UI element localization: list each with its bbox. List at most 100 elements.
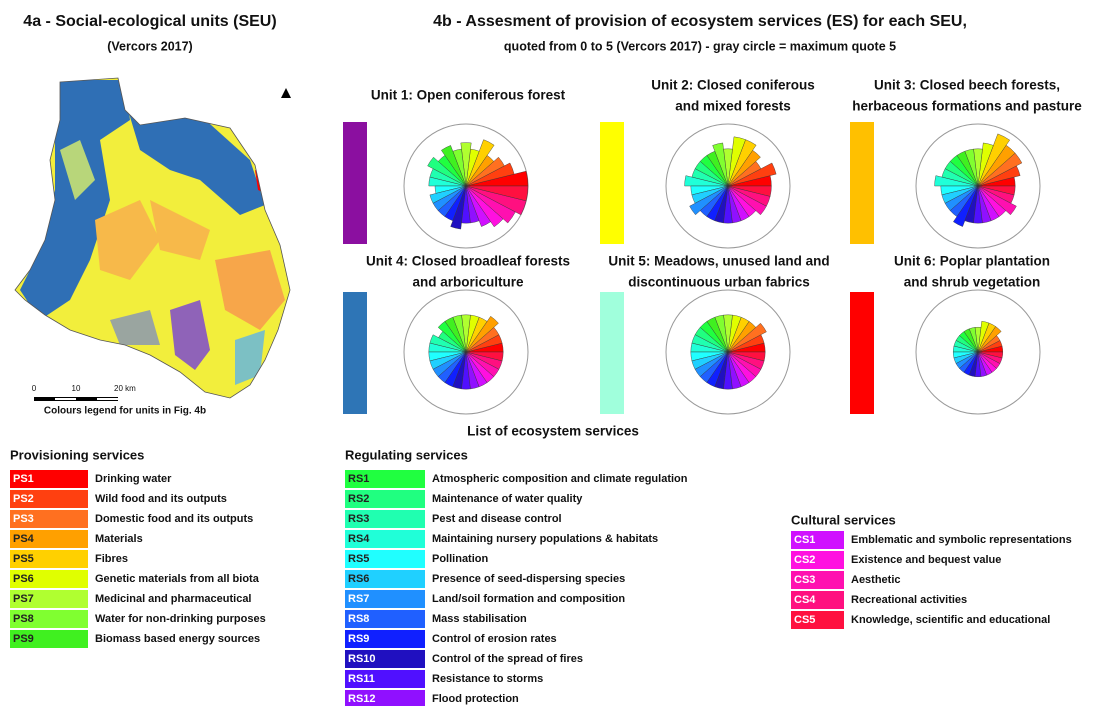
service-label: Fibres xyxy=(95,553,128,565)
rose-petal xyxy=(953,185,979,227)
service-label: Control of erosion rates xyxy=(432,633,557,645)
service-code: PS3 xyxy=(13,513,34,525)
unit-color-bar xyxy=(600,292,624,414)
service-code: RS3 xyxy=(348,513,369,525)
service-code: RS5 xyxy=(348,553,369,565)
service-swatch xyxy=(345,670,425,688)
service-code: CS1 xyxy=(794,534,815,546)
group-header: Cultural services xyxy=(791,512,896,527)
rose-petal xyxy=(977,142,994,187)
service-swatch xyxy=(10,570,88,588)
scale-label: 0 xyxy=(32,384,37,393)
service-code: RS6 xyxy=(348,573,369,585)
service-label: Medicinal and pharmaceutical xyxy=(95,593,252,605)
rose-petal xyxy=(465,139,495,187)
scale-bar-gap xyxy=(97,398,118,400)
service-label: Domestic food and its outputs xyxy=(95,513,253,525)
service-label: Aesthetic xyxy=(851,574,901,586)
rose-petal xyxy=(684,175,729,187)
unit-color-bar xyxy=(600,122,624,244)
unit-title: Unit 2: Closed coniferous xyxy=(651,78,815,93)
service-swatch xyxy=(791,571,844,589)
unit-color-bar xyxy=(850,122,874,244)
service-code: RS8 xyxy=(348,613,369,625)
service-label: Existence and bequest value xyxy=(851,554,1001,566)
service-label: Resistance to storms xyxy=(432,673,543,685)
service-label: Drinking water xyxy=(95,473,172,485)
unit-color-bar xyxy=(343,292,367,414)
rose-petal xyxy=(465,351,504,362)
service-swatch xyxy=(791,531,844,549)
rose-petal xyxy=(727,322,767,353)
service-label: Atmospheric composition and climate regu… xyxy=(432,473,688,485)
service-swatch xyxy=(345,510,425,528)
unit-title: Unit 6: Poplar plantation xyxy=(894,254,1050,269)
unit-title: discontinuous urban fabrics xyxy=(628,275,810,290)
service-label: Pollination xyxy=(432,553,489,565)
service-label: Pest and disease control xyxy=(432,513,562,525)
service-label: Water for non-drinking purposes xyxy=(95,613,266,625)
service-code: PS1 xyxy=(13,473,34,485)
service-label: Mass stabilisation xyxy=(432,613,527,625)
service-code: PS8 xyxy=(13,613,34,625)
unit-color-bar xyxy=(343,122,367,244)
rose-petal xyxy=(427,156,467,187)
service-code: CS2 xyxy=(794,554,815,566)
service-swatch xyxy=(10,490,88,508)
unit-title: Unit 5: Meadows, unused land and xyxy=(608,254,829,269)
service-code: PS4 xyxy=(13,533,35,545)
scale-bar-gap xyxy=(55,398,76,400)
service-code: RS2 xyxy=(348,493,369,505)
rose-petal xyxy=(977,133,1010,187)
rose-petal xyxy=(727,185,772,197)
scale-label: 20 km xyxy=(114,384,136,393)
rose-petal xyxy=(450,185,467,230)
service-code: RS9 xyxy=(348,633,369,645)
scale-label: 10 xyxy=(72,384,81,393)
panel-subtitle: quoted from 0 to 5 (Vercors 2017) - gray… xyxy=(504,39,896,53)
unit-color-bar xyxy=(850,292,874,414)
service-swatch xyxy=(345,550,425,568)
service-label: Emblematic and symbolic representations xyxy=(851,534,1072,546)
group-header: Provisioning services xyxy=(10,447,144,462)
service-swatch xyxy=(10,550,88,568)
unit-title: and mixed forests xyxy=(675,99,791,114)
service-swatch xyxy=(345,630,425,648)
service-swatch xyxy=(345,590,425,608)
unit-title: herbaceous formations and pasture xyxy=(852,99,1082,114)
rose-petal xyxy=(689,185,729,216)
rose-petal xyxy=(437,321,467,353)
service-swatch xyxy=(345,530,425,548)
rose-petal xyxy=(465,316,499,353)
rose-petal xyxy=(465,162,515,187)
unit-title: Unit 1: Open coniferous forest xyxy=(371,88,566,103)
service-code: PS6 xyxy=(13,573,34,585)
service-swatch xyxy=(10,470,88,488)
service-code: RS11 xyxy=(348,673,375,685)
map-legend-caption: Colours legend for units in Fig. 4b xyxy=(44,406,206,417)
service-code: RS12 xyxy=(348,693,376,705)
rose-petal xyxy=(977,321,990,353)
service-label: Biomass based energy sources xyxy=(95,633,260,645)
rose-petal xyxy=(977,351,1004,359)
service-swatch xyxy=(10,530,88,548)
service-swatch xyxy=(345,570,425,588)
service-label: Presence of seed-dispersing species xyxy=(432,573,625,585)
service-list-title: List of ecosystem services xyxy=(467,424,639,439)
service-swatch xyxy=(791,591,844,609)
rose-petal xyxy=(727,136,746,187)
service-code: CS5 xyxy=(794,614,815,626)
service-code: PS2 xyxy=(13,493,34,505)
service-code: PS5 xyxy=(13,553,34,565)
unit-title: and shrub vegetation xyxy=(904,275,1041,290)
service-code: RS7 xyxy=(348,593,369,605)
map-title: 4a - Social-ecological units (SEU) xyxy=(23,13,276,30)
service-swatch xyxy=(10,630,88,648)
service-swatch xyxy=(791,551,844,569)
service-swatch xyxy=(10,610,88,628)
rose-petal xyxy=(977,185,1016,196)
service-label: Genetic materials from all biota xyxy=(95,573,260,585)
rose-petal xyxy=(441,145,467,187)
rose-petal xyxy=(465,185,529,202)
